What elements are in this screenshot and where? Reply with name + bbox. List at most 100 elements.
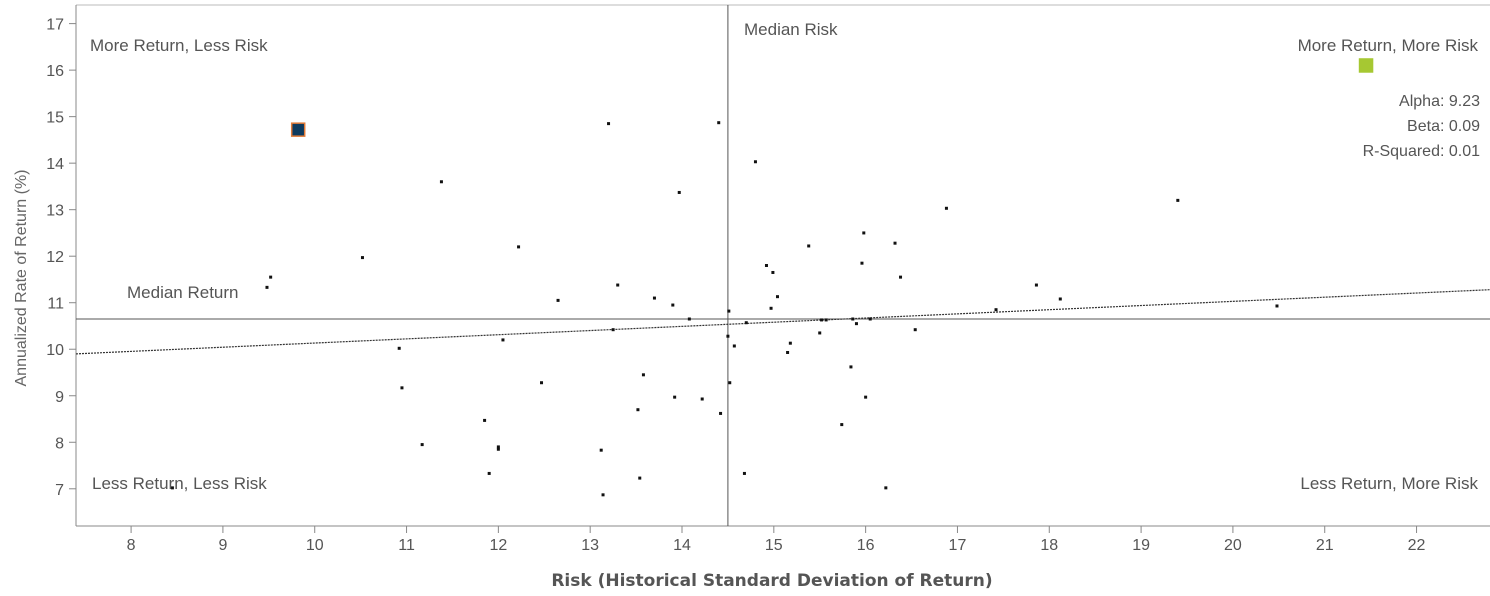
data-point: [360, 256, 364, 260]
data-point: [700, 397, 704, 401]
data-points: [170, 121, 1279, 497]
data-point: [771, 270, 775, 274]
data-point: [727, 309, 731, 313]
data-point: [616, 283, 620, 287]
data-point: [1034, 283, 1038, 287]
data-point: [1176, 198, 1180, 202]
data-point: [170, 486, 174, 490]
data-point: [496, 445, 500, 449]
data-point: [420, 443, 424, 447]
data-point: [769, 306, 773, 310]
regression-trend-line: [75, 289, 1490, 355]
y-tick-label: 15: [46, 110, 64, 127]
data-point: [868, 317, 872, 321]
data-point: [540, 381, 544, 385]
data-point: [899, 275, 903, 279]
highlight-point-1: [290, 122, 306, 137]
quadrant-label-bottom-left: Less Return, Less Risk: [92, 474, 267, 493]
data-point: [439, 180, 443, 184]
data-point: [893, 241, 897, 245]
y-tick-label: 12: [46, 249, 64, 266]
x-tick-label: 18: [1040, 537, 1058, 554]
x-tick-label: 15: [765, 537, 783, 554]
data-point: [849, 365, 853, 369]
data-point: [496, 447, 500, 451]
data-point: [636, 408, 640, 412]
data-point: [944, 206, 948, 210]
quadrant-label-bottom-right: Less Return, More Risk: [1300, 474, 1478, 493]
data-point: [744, 321, 748, 325]
data-point: [824, 318, 828, 322]
data-point: [638, 476, 642, 480]
y-tick-label: 7: [55, 482, 64, 499]
data-point: [728, 381, 732, 385]
data-point: [854, 322, 858, 326]
y-tick-label: 14: [46, 156, 64, 173]
data-point: [265, 285, 269, 289]
data-point: [671, 303, 675, 307]
x-tick-label: 21: [1316, 537, 1334, 554]
data-point: [913, 328, 917, 332]
y-axis-label: Annualized Rate of Return (%): [13, 170, 30, 387]
data-point: [269, 275, 273, 279]
data-point: [1058, 297, 1062, 301]
data-point: [1275, 304, 1279, 308]
r-squared-stat: R-Squared: 0.01: [1363, 143, 1481, 160]
highlight-point-2: [1358, 58, 1374, 73]
y-tick-label: 11: [47, 296, 64, 313]
data-point: [599, 448, 603, 452]
x-tick-label: 17: [949, 537, 967, 554]
y-tick-label: 8: [55, 435, 64, 452]
data-point: [641, 373, 645, 377]
data-point: [726, 334, 730, 338]
data-point: [732, 344, 736, 348]
x-tick-label: 9: [218, 537, 227, 554]
x-tick-label: 22: [1408, 537, 1426, 554]
data-point: [517, 245, 521, 249]
data-point: [753, 160, 757, 164]
x-tick-label: 12: [489, 537, 507, 554]
data-point: [501, 338, 505, 342]
data-point: [719, 411, 723, 415]
data-point: [851, 317, 855, 321]
data-point: [807, 244, 811, 248]
y-axis-ticks: 7 8 9 10 11 12 13 14 15 16 17: [46, 17, 76, 499]
data-point: [818, 331, 822, 335]
data-point: [764, 264, 768, 267]
data-point: [556, 298, 560, 302]
data-point: [786, 350, 790, 354]
x-tick-label: 11: [398, 537, 415, 554]
x-tick-label: 20: [1224, 537, 1242, 554]
data-point: [840, 423, 844, 427]
x-tick-label: 13: [581, 537, 599, 554]
data-point: [788, 341, 792, 345]
data-point: [820, 318, 824, 322]
x-axis-label: Risk (Historical Standard Deviation of R…: [551, 571, 992, 591]
beta-stat: Beta: 0.09: [1407, 118, 1480, 135]
y-tick-label: 10: [46, 342, 64, 359]
x-tick-label: 16: [857, 537, 875, 554]
data-point: [483, 418, 487, 422]
data-point: [994, 308, 998, 312]
x-tick-label: 8: [127, 537, 136, 554]
y-tick-label: 17: [46, 17, 64, 34]
data-point: [487, 471, 491, 475]
data-point: [742, 471, 746, 475]
median-risk-label: Median Risk: [744, 20, 838, 39]
alpha-stat: Alpha: 9.23: [1399, 93, 1480, 110]
y-tick-label: 16: [46, 63, 64, 80]
quadrant-label-top-right: More Return, More Risk: [1298, 36, 1479, 55]
data-point: [652, 296, 656, 300]
data-point: [862, 231, 866, 235]
data-point: [601, 493, 605, 497]
data-point: [677, 190, 681, 194]
x-tick-label: 10: [306, 537, 324, 554]
data-point: [717, 121, 721, 125]
quadrant-label-top-left: More Return, Less Risk: [90, 36, 268, 55]
x-tick-label: 14: [673, 537, 691, 554]
data-point: [607, 122, 611, 126]
data-point: [860, 261, 864, 265]
y-tick-label: 9: [55, 389, 64, 406]
data-point: [884, 486, 888, 490]
